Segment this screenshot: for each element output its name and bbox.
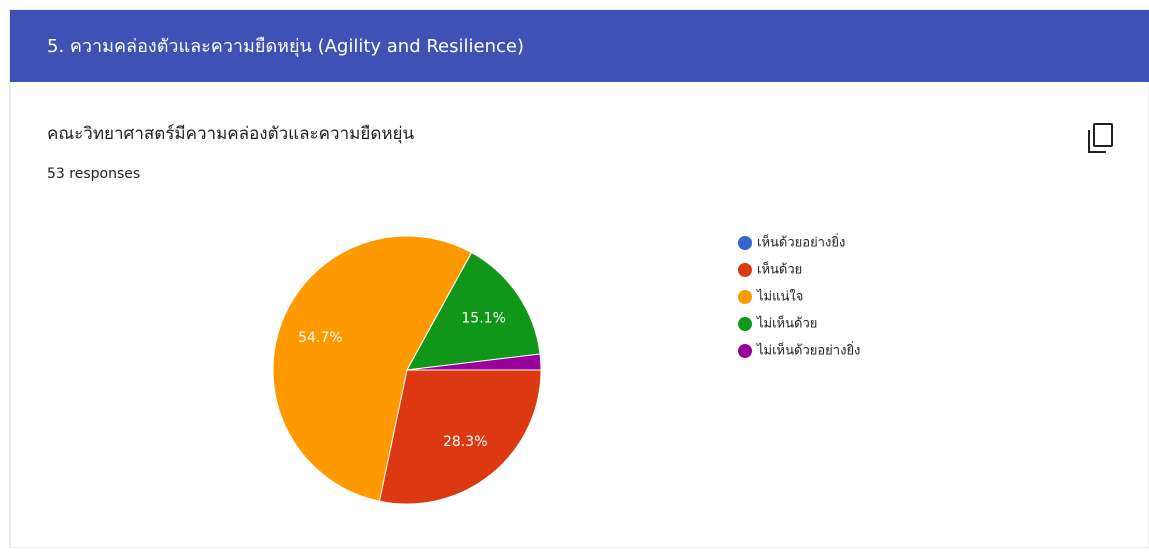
legend-swatch bbox=[738, 290, 752, 304]
response-count: 53 responses bbox=[47, 166, 140, 182]
legend-swatch bbox=[738, 263, 752, 277]
pie-slice bbox=[272, 235, 473, 502]
pie-slice bbox=[406, 353, 542, 371]
legend-label: ไม่เห็นด้วย bbox=[756, 314, 817, 332]
legend-label: ไม่แน่ใจ bbox=[756, 289, 803, 305]
card bbox=[9, 9, 1149, 549]
legend-swatch bbox=[738, 236, 752, 250]
copy-icon[interactable] bbox=[1088, 123, 1113, 153]
legend-label: เห็นด้วย bbox=[757, 260, 802, 278]
slice-label: 28.3% bbox=[443, 434, 487, 450]
pie-slice bbox=[378, 369, 542, 505]
slice-label: 54.7% bbox=[298, 330, 342, 346]
question-title: คณะวิทยาศาสตร์มีความคล่องตัวและความยืดหย… bbox=[47, 124, 415, 144]
legend-label: เห็นด้วยอย่างยิ่ง bbox=[757, 233, 845, 251]
section-header bbox=[10, 10, 1149, 82]
pie-slice bbox=[406, 251, 541, 371]
legend-label: ไม่เห็นด้วยอย่างยิ่ง bbox=[756, 341, 860, 359]
legend-swatch bbox=[738, 317, 752, 331]
slice-label: 15.1% bbox=[461, 310, 505, 326]
legend-swatch bbox=[738, 344, 752, 358]
section-title: 5. ความคล่องตัวและความยืดหยุ่น (Agility … bbox=[47, 36, 524, 57]
